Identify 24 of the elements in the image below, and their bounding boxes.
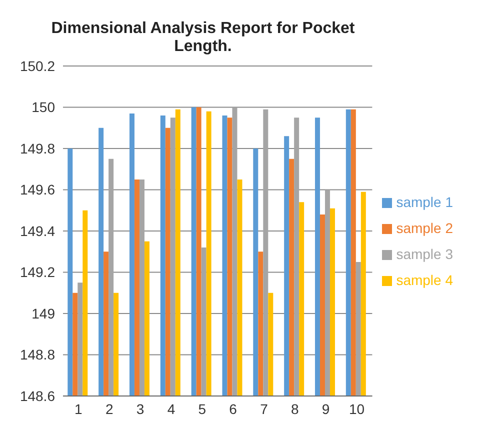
x-tick-label: 5: [198, 400, 206, 417]
legend-label: sample 1: [396, 194, 453, 210]
y-tick-label: 149.6: [20, 182, 56, 198]
x-tick-label: 7: [260, 400, 268, 417]
x-tick-label: 9: [322, 400, 330, 417]
x-tick-label: 8: [290, 400, 299, 417]
x-tick-label: 2: [105, 400, 114, 417]
y-tick-label: 150: [32, 99, 56, 116]
chart-title: Dimensional Analysis Report for Pocket Length.: [50, 19, 356, 56]
y-tick-label: 148.8: [20, 346, 56, 363]
y-tick-label: 149.8: [20, 140, 56, 156]
legend-label: sample 4: [396, 272, 453, 288]
y-tick-label: 148.6: [20, 388, 56, 404]
y-tick-label: 149: [32, 305, 56, 322]
x-tick-label: 10: [348, 400, 365, 417]
y-tick-label: 149.2: [20, 264, 56, 280]
y-tick-label: 150.2: [20, 58, 56, 74]
legend-label: sample 3: [396, 246, 453, 262]
x-tick-label: 4: [167, 400, 176, 417]
y-tick-label: 149.4: [20, 222, 56, 239]
x-tick-label: 6: [229, 400, 238, 417]
x-tick-label: 3: [136, 400, 144, 417]
x-tick-label: 1: [74, 400, 83, 417]
legend-label: sample 2: [396, 220, 453, 236]
